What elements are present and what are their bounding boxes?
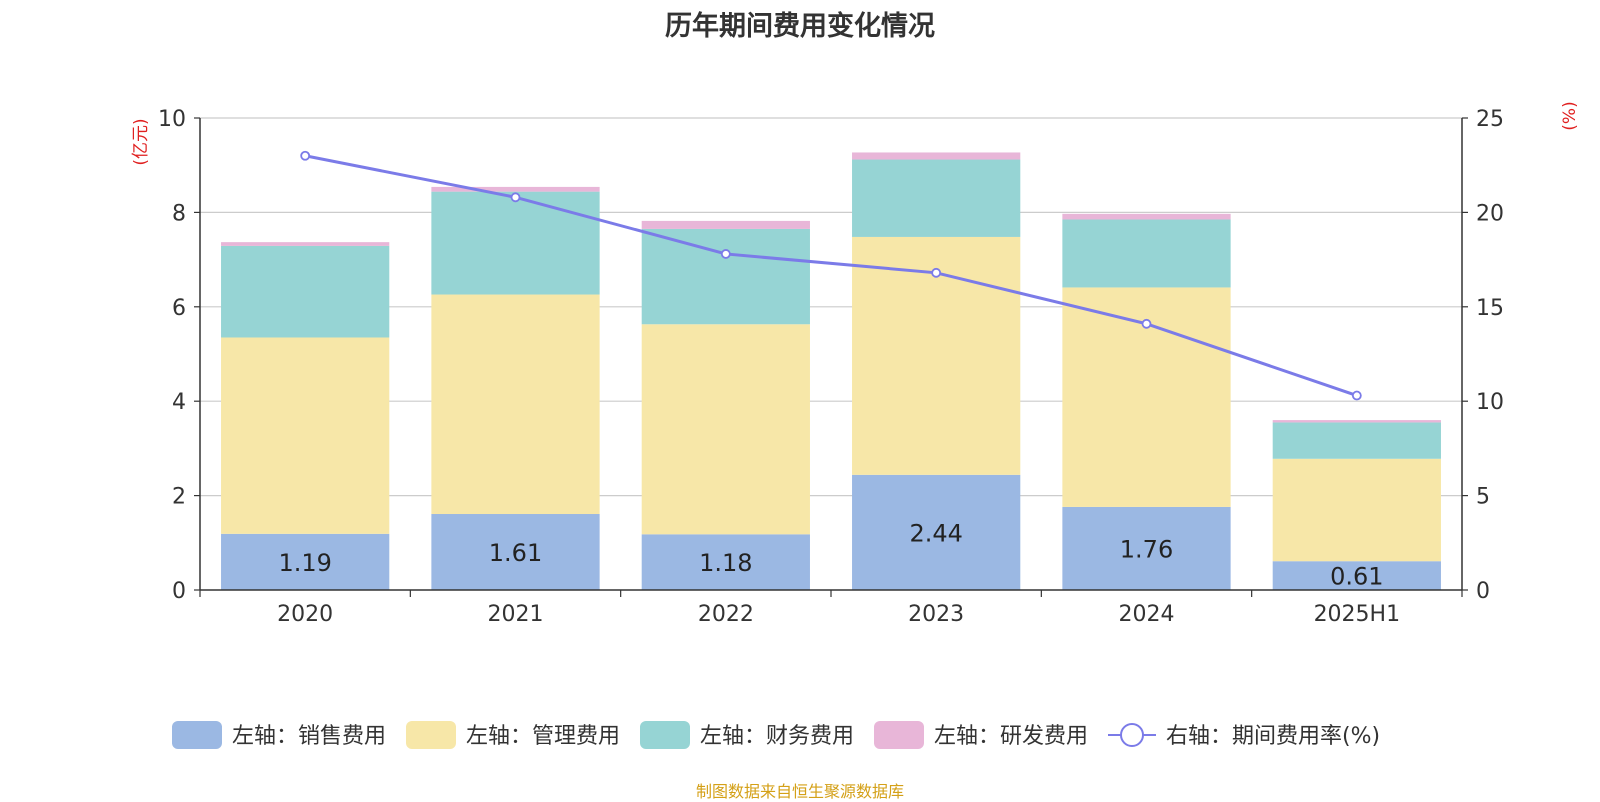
y-left-axis-unit: (亿元) [131,118,151,165]
rate-line [304,154,1358,397]
chart-title: 历年期间费用变化情况 [665,11,935,42]
legend-marker [1120,723,1144,747]
y-right-tick-label: 25 [1476,107,1504,132]
bar-segment-3 [1272,422,1441,459]
x-tick-label: 2020 [277,602,333,627]
bar-segment-1 [431,514,600,590]
bar-segment-1 [1062,506,1231,590]
bar-segment-4 [852,152,1021,160]
bar-segment-2 [221,337,390,534]
legend-swatch [874,721,924,749]
bar-segment-3 [641,228,810,325]
bar-data-label: 1.19 [278,549,331,577]
bar-segment-3 [1062,219,1231,288]
x-tick-label: 2022 [698,602,754,627]
y-right-tick-label: 0 [1476,579,1490,604]
legend-label: 左轴：销售费用 [232,724,386,749]
bar-data-label: 0.61 [1330,563,1383,591]
y-right-tick-label: 20 [1476,201,1504,226]
rate-point [1141,318,1152,329]
legend-swatch [172,721,222,749]
bar-data-label: 2.44 [909,519,962,547]
bar-data-label: 1.61 [489,539,542,567]
y-left-tick-label: 8 [172,201,186,226]
bar-data-label: 1.18 [699,549,752,577]
legend-label: 左轴：管理费用 [466,724,620,749]
bar-segment-2 [1272,458,1441,562]
y-right-tick-label: 15 [1476,296,1504,321]
rate-point [931,267,942,278]
bar-data-label: 1.76 [1120,535,1173,563]
bar-segment-4 [641,220,810,229]
bar-segment-3 [431,191,600,295]
y-left-tick-label: 0 [172,579,186,604]
bar-segment-4 [431,186,600,192]
x-tick-label: 2025H1 [1314,602,1401,627]
legend-label: 左轴：研发费用 [934,724,1088,749]
bar-segment-1 [641,534,810,590]
x-tick-label: 2024 [1119,602,1175,627]
y-right-axis-unit: (%) [1560,101,1580,130]
y-left-tick-label: 10 [158,107,186,132]
legend-swatch [406,721,456,749]
bar-segment-3 [852,159,1021,237]
x-tick-label: 2021 [488,602,544,627]
y-right-tick-label: 10 [1476,390,1504,415]
data-source-note: 制图数据来自恒生聚源数据库 [695,782,904,801]
legend-label: 左轴：财务费用 [700,724,854,749]
rate-point [1351,390,1362,401]
x-tick-label: 2023 [908,602,964,627]
y-left-tick-label: 6 [172,296,186,321]
rate-point [510,192,521,203]
bar-segment-4 [1272,420,1441,423]
legend-swatch [640,721,690,749]
bar-segment-4 [221,242,390,246]
y-right-tick-label: 5 [1476,485,1490,510]
rate-point [300,150,311,161]
bar-segment-2 [641,324,810,535]
y-left-tick-label: 2 [172,485,186,510]
legend-label: 右轴：期间费用率(%) [1166,724,1380,749]
rate-point [720,249,731,259]
y-left-tick-label: 4 [172,390,186,415]
bar-segment-4 [1062,213,1231,220]
bar-segment-2 [431,294,600,515]
bar-segment-1 [852,474,1021,590]
bar-segment-1 [221,533,390,590]
bar-segment-1 [1272,561,1441,590]
bar-segment-3 [221,245,390,338]
